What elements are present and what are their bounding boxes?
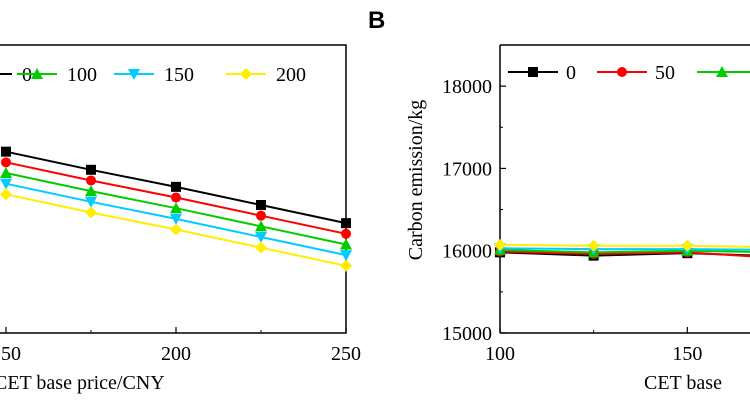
panel-b-legend: 0 50 — [508, 62, 750, 84]
y-tick-label: 18000 — [442, 76, 492, 98]
data-point-150 — [340, 250, 352, 262]
legend-label-150: 150 — [164, 64, 194, 86]
data-point-50 — [1, 157, 11, 168]
data-point-100 — [85, 185, 97, 197]
legend-label-50: 50 — [655, 62, 675, 84]
x-tick-label: 100 — [485, 343, 515, 365]
panel-a-frame — [0, 44, 347, 334]
x-tick-label: 200 — [161, 343, 191, 365]
panel-b-series — [494, 238, 750, 261]
legend-marker-0 — [528, 67, 538, 77]
data-point-100 — [255, 220, 267, 232]
legend-marker-50 — [617, 67, 627, 77]
legend-label-0: 0 — [566, 62, 576, 84]
y-tick-label: 15000 — [442, 323, 492, 345]
legend-marker-200 — [240, 68, 252, 80]
panel-a-x-axis-label: CET base price/CNY — [0, 372, 165, 394]
y-tick-label: 17000 — [442, 158, 492, 180]
x-tick-label: 150 — [0, 343, 21, 365]
series-line-200 — [499, 243, 750, 248]
data-point-200 — [85, 206, 97, 219]
data-point-200 — [681, 239, 694, 252]
legend-label-100: 100 — [67, 64, 97, 86]
data-point-0 — [86, 164, 96, 175]
data-point-50 — [341, 228, 351, 239]
series-line-50 — [499, 250, 750, 258]
legend-marker-100 — [31, 68, 43, 79]
data-point-150 — [170, 213, 182, 225]
x-tick-label: 250 — [331, 343, 361, 365]
data-point-0 — [171, 181, 181, 192]
data-point-200 — [0, 188, 12, 201]
panel-b-label: B — [368, 7, 385, 34]
data-point-150 — [255, 232, 267, 243]
data-point-0 — [1, 146, 11, 157]
data-point-200 — [255, 241, 267, 254]
panel-b-y-ticks: 15000 16000 17000 18000 — [442, 76, 506, 345]
data-point-100 — [340, 238, 352, 250]
data-point-200 — [587, 239, 600, 252]
panel-b: B 15000 16000 17000 18000 100 150 0 50 Carbon… — [368, 7, 750, 394]
panel-a-x-ticks: 150 200 250 — [0, 327, 361, 365]
data-point-50 — [256, 210, 266, 221]
data-point-150 — [0, 178, 12, 190]
panel-b-x-ticks: 100 150 — [485, 327, 702, 365]
panel-a-series — [0, 146, 352, 272]
data-point-200 — [340, 259, 352, 272]
data-point-0 — [341, 218, 351, 229]
series-line-100 — [499, 248, 750, 254]
data-point-0 — [256, 200, 266, 210]
y-tick-label: 16000 — [442, 241, 492, 263]
series-line-150 — [499, 247, 750, 251]
legend-marker-150 — [128, 69, 140, 80]
x-tick-label: 150 — [672, 343, 702, 365]
data-point-100 — [170, 202, 182, 214]
data-point-150 — [85, 196, 97, 208]
panel-b-x-axis-label: CET base — [644, 372, 722, 394]
legend-label-200: 200 — [276, 64, 306, 86]
data-point-100 — [0, 167, 12, 178]
data-point-50 — [86, 175, 96, 186]
legend-marker-100 — [716, 66, 728, 77]
data-point-50 — [171, 192, 181, 203]
data-point-200 — [170, 223, 182, 236]
panel-b-y-axis-label: Carbon emission/kg — [405, 100, 427, 261]
data-point-200 — [494, 238, 506, 251]
